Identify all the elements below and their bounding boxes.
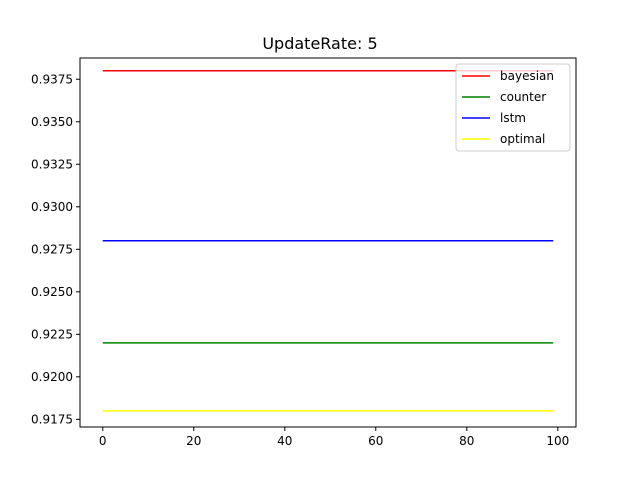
x-tick-label: 80	[459, 434, 474, 448]
legend: bayesian counter lstm optimal	[455, 63, 571, 152]
y-tick-label: 0.9275	[31, 242, 73, 256]
chart-title: UpdateRate: 5	[262, 34, 377, 53]
legend-label-optimal: optimal	[500, 132, 545, 146]
y-tick-label: 0.9250	[31, 285, 73, 299]
x-tick-label: 20	[186, 434, 201, 448]
x-tick-label: 100	[546, 434, 569, 448]
y-tick-label: 0.9300	[31, 200, 73, 214]
y-tick-label: 0.9225	[31, 327, 73, 341]
y-tick-label: 0.9325	[31, 157, 73, 171]
legend-label-counter: counter	[500, 90, 546, 104]
y-axis: 0.9175 0.9200 0.9225 0.9250 0.9275 0.9300 0.93…	[31, 72, 80, 426]
plot-frame	[79, 57, 577, 428]
legend-label-bayesian: bayesian	[500, 69, 554, 83]
y-tick-label: 0.9175	[31, 412, 73, 426]
x-tick-label: 0	[99, 434, 107, 448]
legend-box	[455, 63, 571, 152]
x-axis: 0 20 40 60 80 100	[99, 427, 569, 448]
y-tick-label: 0.9200	[31, 370, 73, 384]
x-tick-label: 60	[368, 434, 383, 448]
y-tick-label: 0.9350	[31, 115, 73, 129]
y-tick-label: 0.9375	[31, 72, 73, 86]
x-tick-label: 40	[277, 434, 292, 448]
legend-label-lstm: lstm	[500, 111, 526, 125]
